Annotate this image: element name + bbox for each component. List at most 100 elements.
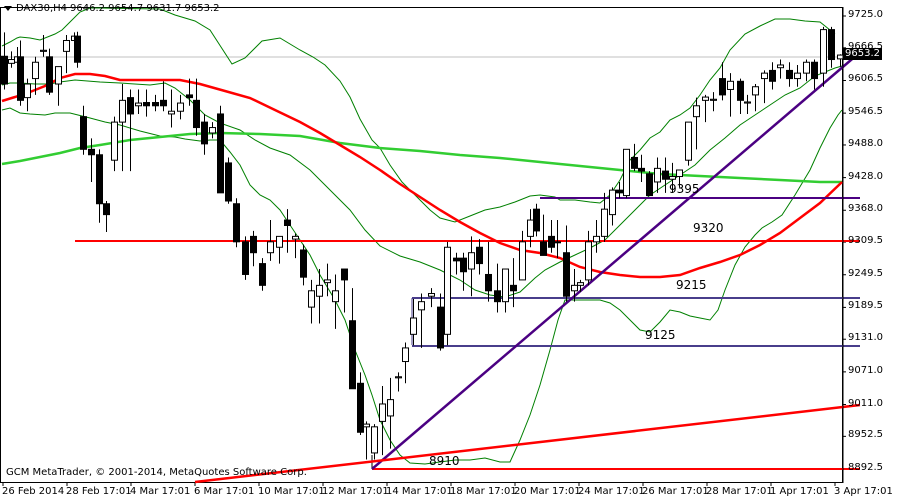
price-tick-label: 9189.5 bbox=[848, 300, 883, 312]
label-9320: 9320 bbox=[693, 221, 724, 235]
bull-candle bbox=[702, 96, 709, 101]
bull-candle bbox=[519, 241, 526, 281]
bull-candle bbox=[267, 241, 274, 254]
bull-candle bbox=[502, 268, 509, 303]
bear-candle bbox=[233, 203, 240, 243]
price-tick-label: 9428.0 bbox=[848, 170, 883, 182]
price-tick-label: 9249.5 bbox=[848, 267, 883, 279]
bear-candle bbox=[217, 113, 224, 194]
price-tick-label: 8892.5 bbox=[848, 462, 883, 473]
bull-candle bbox=[623, 148, 630, 197]
bull-candle bbox=[371, 426, 378, 454]
bull-candle bbox=[135, 102, 142, 107]
bear-candle bbox=[719, 78, 726, 96]
bear-candle bbox=[437, 306, 444, 349]
bull-candle bbox=[177, 102, 184, 112]
triangle-down-icon[interactable] bbox=[4, 5, 13, 12]
label-9215: 9215 bbox=[676, 278, 707, 292]
bull-candle bbox=[468, 252, 475, 270]
bear-candle bbox=[828, 29, 835, 61]
bull-candle bbox=[395, 376, 402, 379]
time-tick-label: 28 Feb 17:01 bbox=[66, 486, 132, 497]
price-tick-label: 8952.5 bbox=[848, 429, 883, 441]
bull-candle bbox=[803, 61, 810, 74]
bull-candle bbox=[444, 246, 451, 335]
moving-average-red bbox=[1, 72, 843, 279]
long-term-support-line bbox=[194, 403, 861, 484]
bull-candle bbox=[418, 301, 425, 311]
bull-candle bbox=[710, 98, 717, 101]
bear-candle bbox=[540, 241, 547, 256]
bear-candle bbox=[460, 257, 467, 273]
bear-candle bbox=[46, 56, 53, 93]
bull-candle bbox=[744, 101, 751, 104]
bull-candle bbox=[761, 72, 768, 80]
ohlc-values: 9646.2 9654.7 9631.7 9653.2 bbox=[70, 3, 220, 14]
bull-candle bbox=[609, 189, 616, 216]
bull-candle bbox=[820, 29, 827, 74]
bull-candle bbox=[402, 347, 409, 363]
time-tick-label: 14 Mar 17:01 bbox=[386, 486, 453, 497]
bull-candle bbox=[324, 279, 331, 284]
time-tick-label: 10 Mar 17:01 bbox=[258, 486, 325, 497]
chart-header: DAX30,H4 9646.2 9654.7 9631.7 9653.2 bbox=[4, 3, 220, 14]
bear-candle bbox=[485, 273, 492, 292]
bear-candle bbox=[769, 69, 776, 82]
bear-candle bbox=[259, 263, 266, 286]
time-tick-label: 1 Apr 17:01 bbox=[770, 486, 829, 497]
bull-candle bbox=[410, 317, 417, 335]
bear-candle bbox=[811, 61, 818, 80]
bear-candle bbox=[341, 268, 348, 281]
bull-candle bbox=[24, 83, 31, 99]
bear-candle bbox=[737, 80, 744, 101]
bear-candle bbox=[193, 99, 200, 129]
bear-candle bbox=[152, 102, 159, 107]
bull-candle bbox=[669, 176, 676, 180]
time-tick-label: 26 Feb 2014 bbox=[2, 486, 65, 497]
bull-candle bbox=[593, 235, 600, 243]
bear-candle bbox=[186, 94, 193, 99]
bear-candle bbox=[250, 235, 257, 254]
bull-candle bbox=[685, 121, 692, 161]
bear-candle bbox=[349, 320, 356, 390]
price-tick-label: 9725.0 bbox=[848, 9, 883, 20]
bear-candle bbox=[300, 249, 307, 278]
time-tick-label: 26 Mar 17:01 bbox=[642, 486, 709, 497]
bear-candle bbox=[494, 290, 501, 303]
bear-candle bbox=[103, 203, 110, 216]
bear-candle bbox=[533, 208, 540, 232]
bull-candle bbox=[111, 121, 118, 161]
bear-candle bbox=[662, 170, 669, 180]
bull-candle bbox=[119, 99, 126, 123]
bull-candle bbox=[577, 282, 584, 286]
bull-candle bbox=[276, 235, 283, 248]
bear-candle bbox=[357, 382, 364, 433]
bull-candle bbox=[527, 219, 534, 237]
price-tick-label: 9071.0 bbox=[848, 364, 883, 376]
time-tick-label: 18 Mar 17:01 bbox=[450, 486, 517, 497]
bear-candle bbox=[201, 121, 208, 145]
bull-candle bbox=[292, 235, 299, 240]
time-tick-label: 12 Mar 17:01 bbox=[322, 486, 389, 497]
bull-candle bbox=[387, 399, 394, 417]
symbol-label: DAX30,H4 bbox=[16, 3, 68, 14]
bull-candle bbox=[554, 241, 561, 244]
time-tick-label: 24 Mar 17:01 bbox=[578, 486, 645, 497]
bull-candle bbox=[332, 290, 339, 303]
bull-candle bbox=[308, 290, 315, 308]
bull-candle bbox=[63, 39, 70, 52]
bull-candle bbox=[693, 105, 700, 118]
bull-candle bbox=[55, 66, 62, 85]
bull-candle bbox=[379, 403, 386, 422]
bull-candle bbox=[168, 110, 175, 115]
bull-candle bbox=[32, 61, 39, 80]
bear-candle bbox=[143, 102, 150, 107]
bull-candle bbox=[8, 59, 15, 64]
bear-candle bbox=[631, 156, 638, 169]
bull-candle bbox=[676, 169, 683, 178]
bear-candle bbox=[646, 173, 653, 197]
label-8910: 8910 bbox=[429, 454, 460, 468]
bear-candle bbox=[242, 241, 249, 275]
